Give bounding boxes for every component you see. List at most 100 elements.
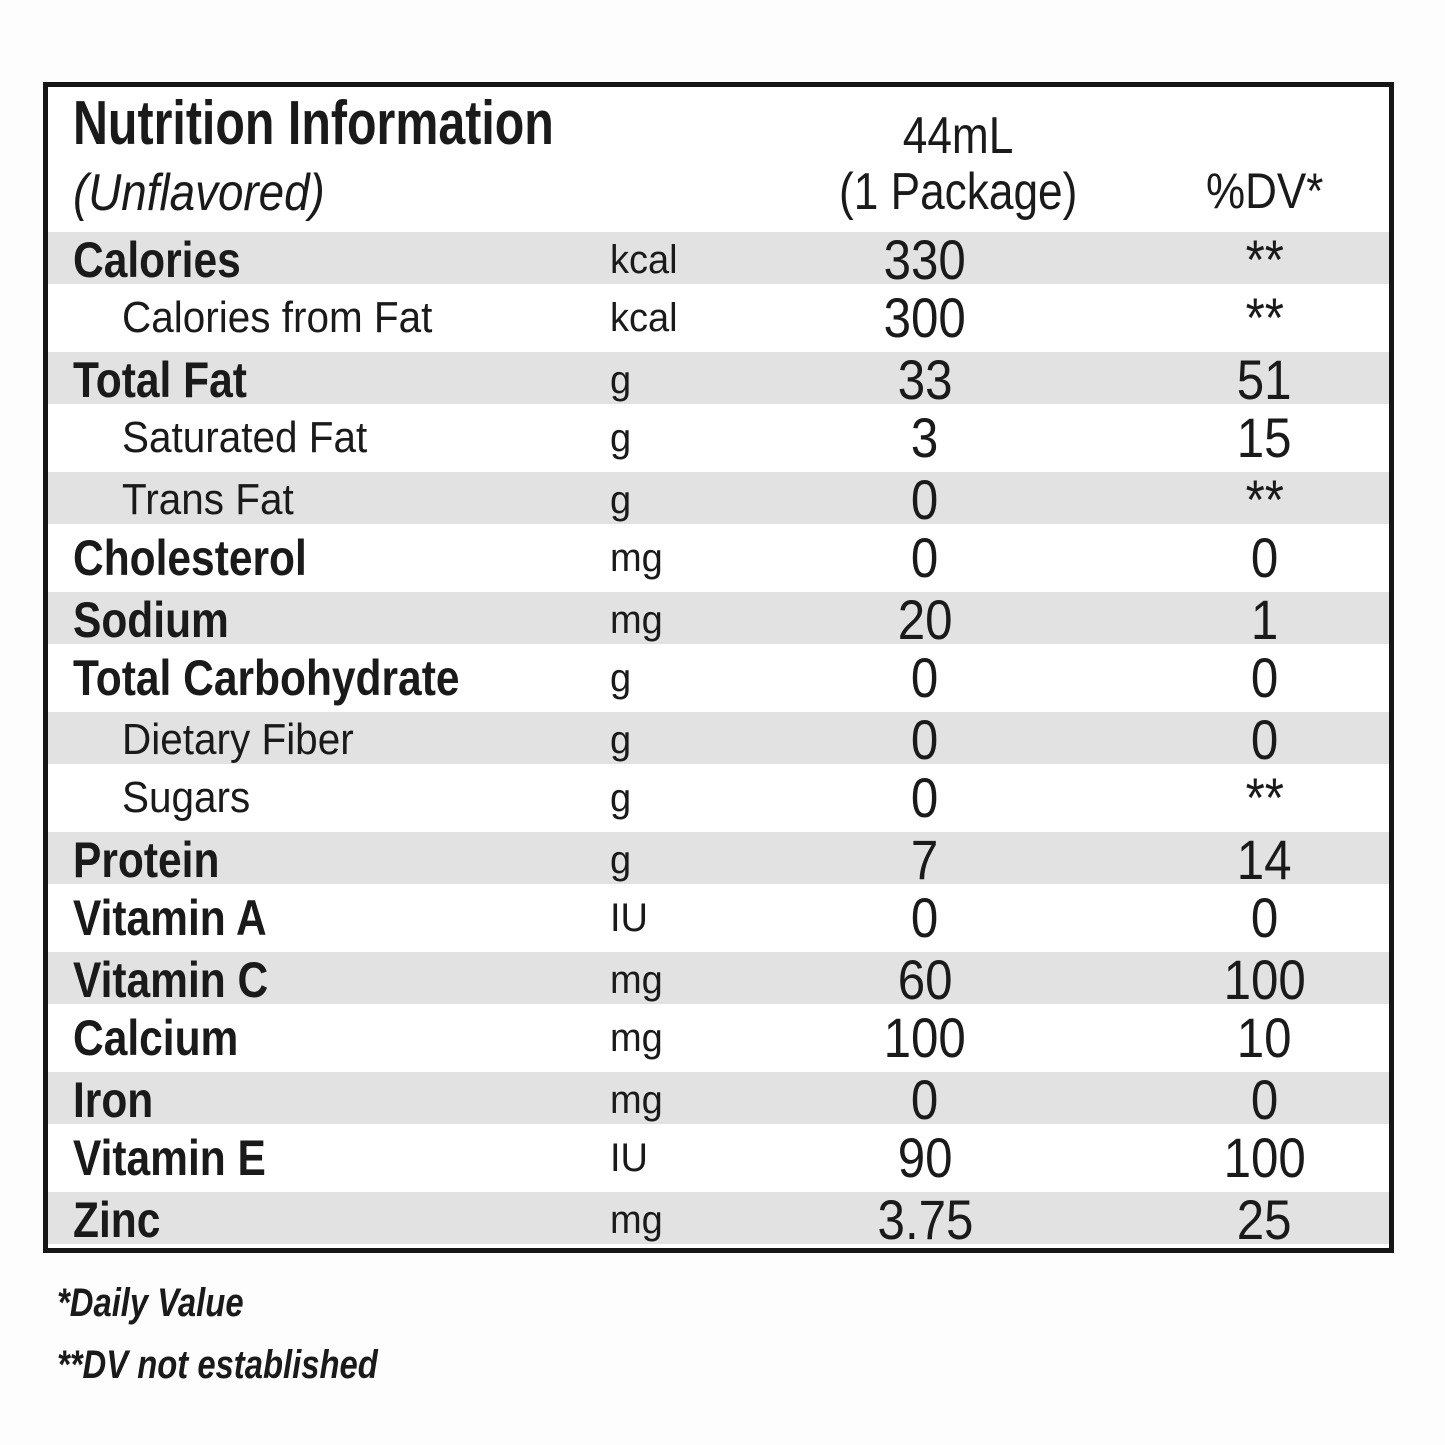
serving-size-header: 44mL (1 Package) [808,108,1108,220]
table-row: Calcium mg 100 10 [48,1008,1389,1068]
table-row: Sodium mg 20 1 [48,588,1389,648]
nutrient-dv: 0 [1250,708,1279,771]
nutrient-amount: 0 [911,766,939,829]
nutrient-dv: 0 [1250,526,1279,589]
nutrient-label: Vitamin E [73,1130,266,1186]
footnote-dv-not-established-text: **DV not established [57,1343,378,1387]
table-row: Cholesterol mg 0 0 [48,528,1389,588]
row-amount-cell: 0 [760,1072,1090,1128]
table-row: Dietary Fiber g 0 0 [48,708,1389,768]
footnotes: *Daily Value **DV not established [57,1272,448,1396]
footnote-daily-value: *Daily Value [57,1272,448,1334]
nutrient-dv: 1 [1250,588,1279,651]
row-amount-cell: 0 [760,530,1090,586]
row-unit-cell: mg [610,1080,760,1120]
row-amount-cell: 0 [760,650,1090,706]
nutrient-amount: 0 [911,526,939,589]
daily-value-label: %DV* [1206,163,1324,219]
row-amount-cell: 60 [760,952,1090,1008]
daily-value-column-header: %DV* [1140,162,1390,220]
nutrient-unit: mg [610,1198,663,1242]
row-amount-cell: 0 [760,770,1090,826]
row-dv-cell: ** [1090,232,1389,288]
nutrient-label: Total Fat [73,352,247,408]
nutrient-label: Calcium [73,1010,239,1066]
row-label-cell: Protein [73,835,610,885]
nutrient-amount: 3 [911,406,939,469]
nutrient-amount: 100 [883,1006,967,1069]
nutrient-label: Vitamin A [73,890,267,946]
nutrient-unit: g [610,478,632,522]
row-unit-cell: g [610,360,760,400]
row-label-cell: Calories from Fat [73,296,610,340]
nutrient-label: Calories [73,232,241,288]
table-row: Iron mg 0 0 [48,1068,1389,1128]
row-amount-cell: 0 [760,472,1090,528]
nutrient-label: Saturated Fat [122,413,368,462]
table-row: Trans Fat g 0 ** [48,468,1389,528]
row-label-cell: Calories [73,235,610,285]
row-unit-cell: mg [610,1018,760,1058]
nutrient-unit: mg [610,536,663,580]
row-amount-cell: 330 [760,232,1090,288]
row-amount-cell: 0 [760,890,1090,946]
row-label-cell: Sodium [73,595,610,645]
row-amount-cell: 3 [760,410,1090,466]
table-row: Sugars g 0 ** [48,768,1389,828]
nutrient-amount: 90 [897,1126,953,1189]
row-dv-cell: 0 [1090,712,1389,768]
row-label-cell: Dietary Fiber [73,718,610,762]
row-unit-cell: mg [610,600,760,640]
row-dv-cell: ** [1090,290,1389,346]
serving-size-volume: 44mL [902,106,1014,165]
page-subtitle: (Unflavored) [73,164,325,222]
row-dv-cell: 0 [1090,650,1389,706]
row-label-cell: Saturated Fat [73,416,610,460]
row-dv-cell: 0 [1090,890,1389,946]
row-unit-cell: g [610,720,760,760]
row-dv-cell: ** [1090,472,1389,528]
nutrient-unit: g [610,776,632,820]
table-row: Saturated Fat g 3 15 [48,408,1389,468]
row-amount-cell: 7 [760,832,1090,888]
nutrient-unit: g [610,656,632,700]
nutrient-unit: mg [610,1016,663,1060]
row-amount-cell: 33 [760,352,1090,408]
nutrient-label: Total Carbohydrate [73,650,460,706]
nutrient-label: Protein [73,832,220,888]
nutrient-unit: kcal [610,296,678,340]
row-dv-cell: 100 [1090,952,1389,1008]
nutrient-unit: IU [610,896,648,940]
nutrient-dv: 25 [1237,1188,1292,1251]
nutrient-amount: 3.75 [877,1188,973,1251]
nutrient-label: Iron [73,1072,154,1128]
nutrient-amount: 7 [911,828,939,891]
nutrient-amount: 330 [883,228,967,291]
row-dv-cell: 100 [1090,1130,1389,1186]
nutrient-amount: 0 [911,886,939,949]
nutrient-dv: 100 [1223,1126,1306,1189]
table-row: Vitamin C mg 60 100 [48,948,1389,1008]
row-unit-cell: g [610,658,760,698]
nutrient-dv: ** [1245,228,1284,291]
nutrient-unit: g [610,838,632,882]
nutrition-table: Nutrition Information (Unflavored) 44mL … [43,82,1394,1253]
table-header: Nutrition Information (Unflavored) 44mL … [48,87,1389,228]
nutrient-dv: 0 [1250,1068,1279,1131]
nutrient-label: Calories from Fat [122,293,433,342]
nutrient-label: Dietary Fiber [122,715,354,764]
nutrient-dv: 100 [1223,948,1306,1011]
row-dv-cell: 0 [1090,1072,1389,1128]
nutrient-amount: 20 [897,588,953,651]
nutrient-amount: 0 [911,708,939,771]
row-dv-cell: 25 [1090,1192,1389,1248]
nutrient-amount: 60 [897,948,953,1011]
row-amount-cell: 3.75 [760,1192,1090,1248]
nutrient-dv: 0 [1250,886,1279,949]
row-unit-cell: mg [610,1200,760,1240]
table-row: Vitamin E IU 90 100 [48,1128,1389,1188]
nutrient-dv: ** [1245,468,1284,531]
nutrient-amount: 0 [911,646,939,709]
nutrient-label: Trans Fat [122,475,294,524]
row-unit-cell: mg [610,538,760,578]
